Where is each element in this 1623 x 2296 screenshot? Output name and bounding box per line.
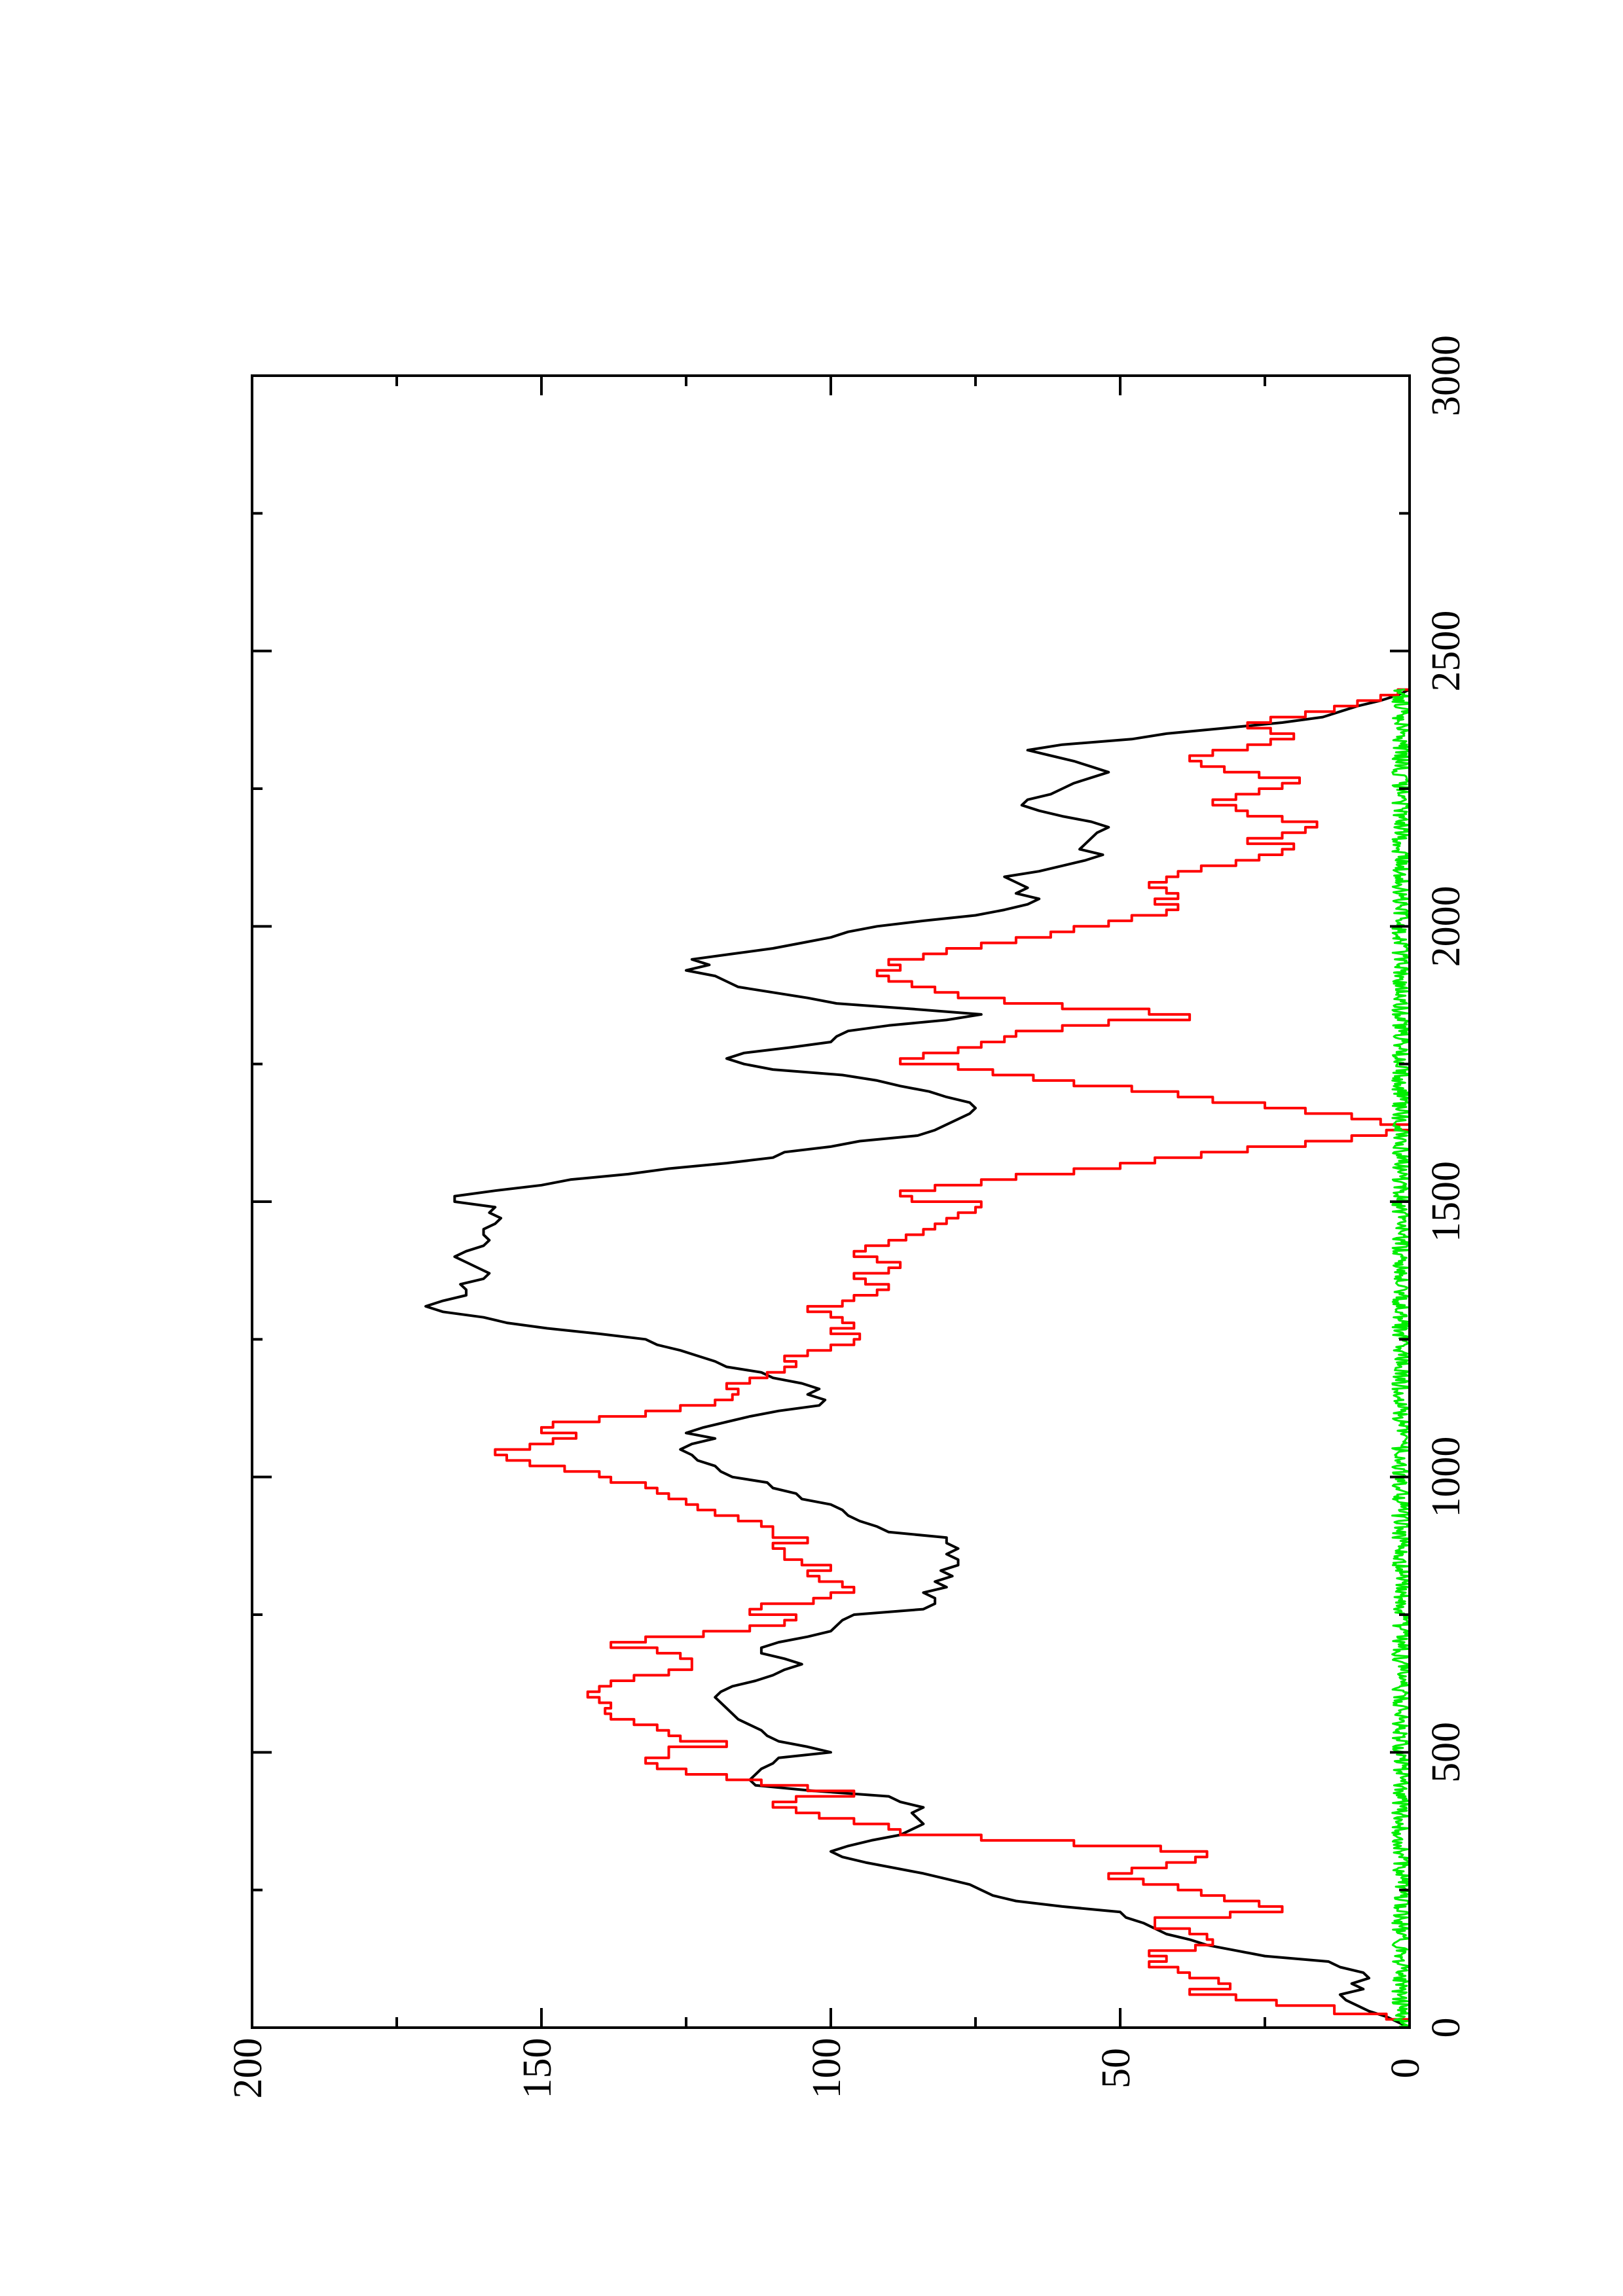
x-tick-label-0: 0	[1424, 2018, 1468, 2038]
plot-frame	[251, 374, 1411, 2029]
y-tick-label-0: 0	[1383, 2058, 1428, 2079]
green-series-line	[1391, 689, 1411, 2029]
y-tick-label-50: 50	[1094, 2048, 1139, 2089]
black-series-line	[424, 688, 1411, 2029]
tick-layer	[251, 374, 1411, 2029]
x-tick-label-2000: 2000	[1424, 886, 1468, 967]
x-tick-label-500: 500	[1424, 1722, 1468, 1783]
x-tick-label-1500: 1500	[1424, 1161, 1468, 1242]
series-layer	[424, 688, 1411, 2029]
label-layer: 0 500 1000 1500 2000 2500 3000 0 50 100 150 200	[226, 335, 1468, 2099]
y-tick-label-150: 150	[515, 2038, 560, 2099]
red-series-line	[494, 688, 1411, 2029]
x-tick-label-1000: 1000	[1424, 1437, 1468, 1518]
y-tick-label-200: 200	[226, 2038, 270, 2099]
y-tick-label-100: 100	[805, 2038, 849, 2099]
x-tick-label-3000: 3000	[1424, 335, 1468, 416]
x-tick-label-2500: 2500	[1424, 611, 1468, 692]
